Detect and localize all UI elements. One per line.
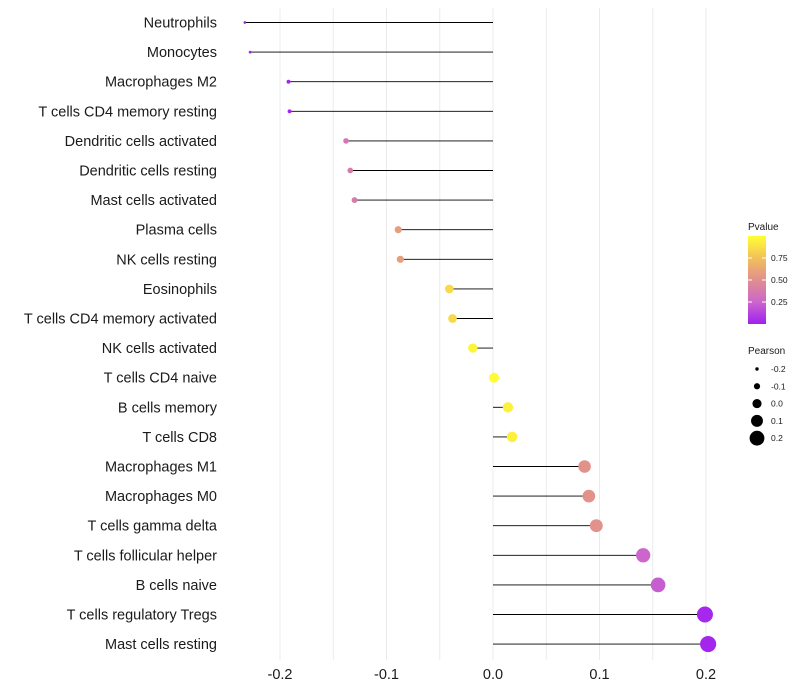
point-18 [636, 548, 651, 563]
pearson-legend-dot-0 [755, 367, 759, 371]
y-label-3: T cells CD4 memory resting [38, 104, 217, 120]
point-5 [347, 167, 354, 174]
pearson-legend-label-3: 0.1 [771, 416, 783, 426]
x-tick-label-4: 0.2 [696, 667, 716, 683]
point-17 [589, 519, 603, 533]
y-label-20: T cells regulatory Tregs [67, 608, 217, 624]
point-19 [650, 577, 666, 593]
y-axis-labels: Neutrophils Monocytes Macrophages M2 T cell… [24, 16, 218, 654]
x-tick-label-0: -0.2 [268, 667, 293, 683]
point-12 [489, 372, 500, 383]
pearson-legend-label-4: 0.2 [771, 433, 783, 443]
point-15 [578, 460, 591, 473]
point-9 [445, 284, 454, 294]
pearson-legend: Pearson -0.2 -0.1 0.0 0.1 0.2 [748, 346, 786, 446]
y-label-0: Neutrophils [144, 16, 217, 32]
pvalue-colorbar [748, 236, 766, 324]
point-10 [448, 314, 457, 323]
y-label-5: Dendritic cells resting [79, 164, 217, 180]
pearson-legend-label-1: -0.1 [771, 381, 786, 391]
point-8 [396, 255, 404, 263]
point-14 [506, 431, 518, 443]
y-label-4: Dendritic cells activated [65, 134, 217, 150]
y-label-7: Plasma cells [136, 223, 217, 239]
pvalue-tick-label-0: 0.25 [771, 297, 788, 307]
point-4 [343, 138, 349, 144]
x-tick-label-3: 0.1 [589, 667, 609, 683]
pearson-legend-title: Pearson [748, 346, 785, 357]
y-label-9: Eosinophils [143, 282, 217, 298]
y-label-11: NK cells activated [102, 341, 217, 357]
x-axis-ticks: -0.2 -0.1 0.0 0.1 0.2 [268, 667, 717, 683]
y-label-16: Macrophages M0 [105, 489, 217, 505]
point-21 [700, 636, 717, 653]
pearson-legend-dot-4 [749, 430, 765, 446]
y-label-14: T cells CD8 [142, 430, 217, 446]
y-label-13: B cells memory [118, 400, 218, 416]
y-label-1: Monocytes [147, 45, 217, 61]
y-label-8: NK cells resting [116, 252, 217, 268]
x-tick-label-1: -0.1 [374, 667, 399, 683]
pearson-legend-label-2: 0.0 [771, 399, 783, 409]
point-13 [502, 402, 514, 413]
grid [279, 8, 707, 660]
y-label-10: T cells CD4 memory activated [24, 312, 217, 328]
pvalue-tick-label-1: 0.50 [771, 275, 788, 285]
lollipop-points [243, 21, 717, 653]
point-16 [582, 489, 596, 503]
y-label-2: Macrophages M2 [105, 75, 217, 91]
y-label-19: B cells naive [136, 578, 217, 594]
point-2 [286, 79, 291, 84]
y-label-17: T cells gamma delta [88, 519, 218, 535]
pearson-legend-dot-2 [752, 399, 762, 409]
x-tick-label-2: 0.0 [483, 667, 503, 683]
y-label-12: T cells CD4 naive [104, 371, 217, 387]
point-7 [394, 226, 402, 234]
pvalue-legend-title: Pvalue [748, 222, 779, 233]
point-3 [287, 109, 292, 114]
y-label-18: T cells follicular helper [74, 548, 217, 564]
point-0 [243, 21, 247, 24]
y-label-6: Mast cells activated [90, 193, 217, 209]
pearson-legend-dot-1 [753, 383, 761, 390]
point-1 [248, 50, 252, 54]
point-20 [696, 606, 713, 623]
point-6 [351, 197, 358, 204]
y-label-21: Mast cells resting [105, 637, 217, 653]
pvalue-legend: Pvalue 0.25 0.50 0.75 [748, 222, 788, 324]
pvalue-tick-label-2: 0.75 [771, 253, 788, 263]
point-11 [468, 343, 478, 353]
y-label-15: Macrophages M1 [105, 460, 217, 476]
pearson-legend-label-0: -0.2 [771, 364, 786, 374]
pearson-legend-dot-3 [751, 414, 763, 427]
